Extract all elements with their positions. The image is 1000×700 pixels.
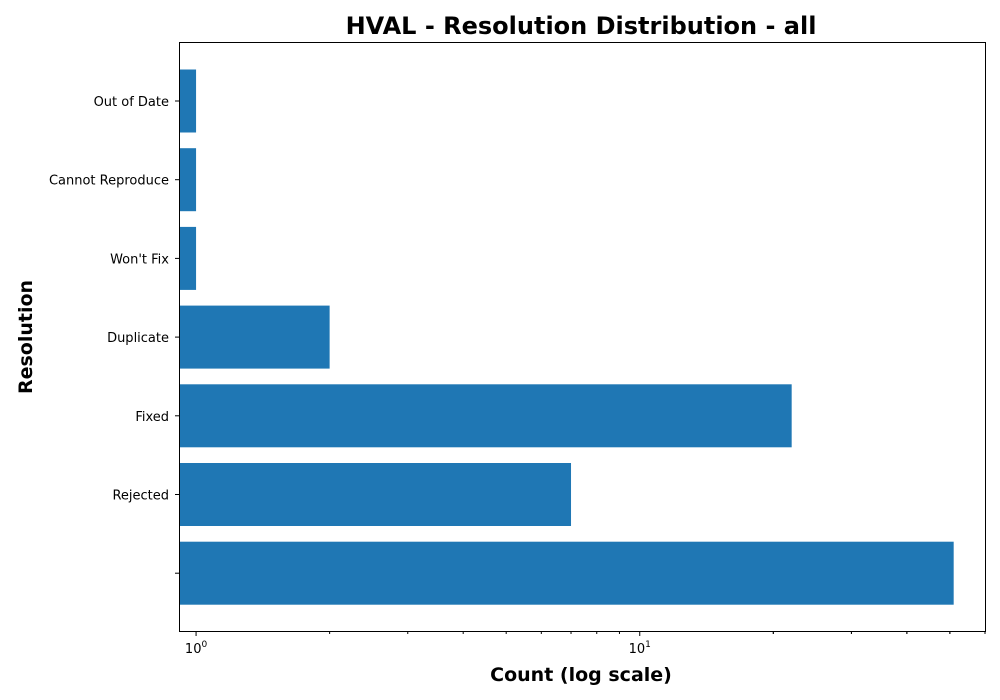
bar-out-of-date: [180, 69, 197, 133]
y-tick-label: Out of Date: [94, 95, 169, 110]
x-axis-label: Count (log scale): [490, 664, 672, 686]
y-tick-label: Duplicate: [107, 331, 169, 346]
bar-duplicate: [180, 305, 330, 369]
bar-won-t-fix: [180, 226, 197, 290]
y-axis-label: Resolution: [15, 280, 37, 394]
plot-frame: [179, 42, 986, 632]
bar-rejected: [180, 463, 572, 526]
bar-blank: [180, 541, 954, 605]
x-tick-label: 101: [629, 640, 651, 657]
chart-title: HVAL - Resolution Distribution - all: [346, 12, 817, 40]
bars-group: [180, 69, 954, 605]
bar-fixed: [180, 384, 792, 448]
x-axis-ticks: 100 101: [185, 631, 986, 657]
y-tick-label: Cannot Reproduce: [49, 174, 169, 189]
x-tick-label: 100: [185, 640, 208, 657]
y-tick-label: Rejected: [112, 489, 169, 504]
bar-cannot-reproduce: [180, 148, 197, 212]
y-axis-ticks: Rejected Fixed Duplicate Won't Fix Cannot Re…: [49, 95, 180, 574]
y-tick-label: Won't Fix: [110, 252, 169, 267]
y-tick-label: Fixed: [135, 410, 169, 425]
